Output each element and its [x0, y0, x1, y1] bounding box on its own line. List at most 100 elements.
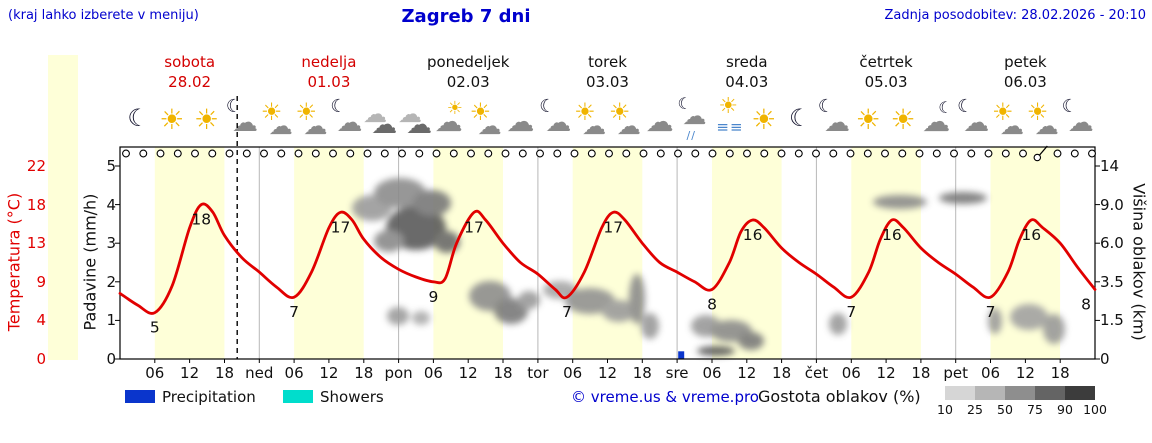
- sun-icon: ☀: [890, 103, 916, 136]
- cloud-icon: ☁: [434, 105, 463, 138]
- temp-tick-13: 13: [26, 234, 46, 253]
- svg-text:18: 18: [191, 211, 211, 229]
- day-name: torek: [588, 53, 627, 71]
- weather-icon-sun-cloud: ☀ ☁: [259, 94, 295, 146]
- day-name: nedelja: [301, 53, 357, 71]
- showers-swatch: [283, 390, 313, 403]
- cloud-tick-6.0: 6.0: [1100, 234, 1124, 253]
- temp-tick-18: 18: [26, 195, 46, 214]
- svg-text:06: 06: [285, 364, 304, 382]
- sun-icon: ☀: [574, 98, 596, 126]
- precip-tick-1: 1: [106, 311, 116, 330]
- sun-icon: ☀: [469, 98, 492, 126]
- weather-icon-moon-cloud: ☾ ☁: [224, 94, 260, 146]
- weather-icon-moon: ☾: [781, 94, 817, 146]
- weather-icon-cloud-moon: ☾ ☁: [920, 94, 956, 146]
- moon-icon: ☾: [127, 104, 149, 132]
- svg-text:16: 16: [1021, 226, 1041, 244]
- moon-icon: ☾: [817, 96, 834, 117]
- sun-icon: ☀: [608, 98, 631, 126]
- day-name: ponedeljek: [426, 53, 510, 71]
- cloud-icon: ☁: [999, 112, 1024, 140]
- cloud-icon: ☁: [616, 112, 641, 140]
- weather-icon-sun-cloud: ☀ ☁: [294, 94, 330, 146]
- precip-tick-5: 5: [106, 157, 116, 175]
- cloud-density-legend-label: Gostota oblakov (%): [758, 387, 921, 406]
- cloud-icon: ☁: [477, 112, 502, 140]
- sun-icon: ☀: [855, 103, 881, 136]
- showers-legend-label: Showers: [320, 388, 384, 406]
- sun-icon: ☀: [194, 103, 220, 136]
- svg-text:06: 06: [981, 364, 1000, 382]
- svg-text:pet: pet: [943, 364, 968, 382]
- cloud-icon: ☁: [405, 110, 432, 140]
- weather-icon-clouds: ☁ ☁: [398, 94, 434, 146]
- cloud-tick-1.5: 1.5: [1100, 311, 1124, 330]
- day-name: sreda: [725, 53, 768, 71]
- svg-text:16: 16: [743, 226, 763, 244]
- cloud-icon: ☁: [682, 102, 707, 130]
- svg-text:7: 7: [986, 303, 996, 321]
- svg-text:06: 06: [842, 364, 861, 382]
- density-swatch-2: [1005, 386, 1035, 400]
- weather-icon-sun-cloud: ☀ ☁: [990, 94, 1026, 146]
- svg-text:17: 17: [603, 218, 623, 236]
- cloud-icon: ☁: [363, 100, 388, 128]
- svg-text:12: 12: [1016, 364, 1035, 382]
- svg-text:7: 7: [289, 303, 299, 321]
- moon-icon: ☾: [789, 104, 811, 132]
- cloud-icon: ☁: [303, 112, 328, 140]
- svg-text:12: 12: [319, 364, 338, 382]
- weather-icon-moon-cloud: ☾ ☁: [328, 94, 364, 146]
- weather-icon-cloud: ☁: [502, 94, 538, 146]
- density-swatch-1: [975, 386, 1005, 400]
- weather-icon-moon-cloud: ☾ ☁: [816, 94, 852, 146]
- svg-text:12: 12: [459, 364, 478, 382]
- svg-text:12: 12: [180, 364, 199, 382]
- cloud-icon: ☁: [371, 110, 398, 140]
- svg-text:ned: ned: [245, 364, 273, 382]
- moon-icon: ☾: [938, 98, 953, 117]
- svg-text:pon: pon: [384, 364, 412, 382]
- svg-text:18: 18: [772, 364, 791, 382]
- moon-icon: ☾: [677, 94, 692, 113]
- day-date: 06.03: [1003, 73, 1047, 91]
- day-header-torek: torek 03.03: [538, 52, 677, 92]
- temp-tick-0: 0: [36, 350, 46, 368]
- day-date: 02.03: [446, 73, 490, 91]
- cloud-density-scale: [945, 386, 1095, 400]
- moon-icon: ☾: [957, 96, 974, 117]
- svg-text:18: 18: [354, 364, 373, 382]
- weather-icon-fog-sun: ☀ ≡≡: [711, 94, 747, 146]
- svg-text:sre: sre: [666, 364, 689, 382]
- density-swatch-0: [945, 386, 975, 400]
- cloud-icon: ☁: [397, 100, 422, 128]
- svg-text:čet: čet: [805, 364, 828, 382]
- moon-icon: ☾: [330, 96, 347, 117]
- weather-icon-sun-cloud: ☀ ☁: [572, 94, 608, 146]
- svg-text:18: 18: [493, 364, 512, 382]
- precip-tick-3: 3: [106, 234, 116, 253]
- cloud-icon: ☁: [506, 105, 535, 138]
- cloud-tick-14: 14: [1100, 157, 1120, 175]
- svg-text:17: 17: [331, 218, 351, 236]
- weather-icon-sun: ☀: [189, 94, 225, 146]
- moon-icon: ☾: [225, 96, 243, 117]
- cloud-icon: ☁: [645, 105, 674, 138]
- weather-icon-sun-cloud: ☀ ☁: [607, 94, 643, 146]
- weather-icon-moon: ☾: [119, 94, 155, 146]
- cloud-tick-3.5: 3.5: [1100, 272, 1124, 291]
- cloud-icon: ☁: [545, 108, 572, 138]
- day-header-četrtek: četrtek 05.03: [816, 52, 955, 92]
- svg-text:9: 9: [428, 288, 438, 306]
- density-tick-90: 90: [1057, 402, 1073, 417]
- svg-text:12: 12: [598, 364, 617, 382]
- sun-icon: ☀: [446, 98, 463, 119]
- day-date: 05.03: [864, 73, 908, 91]
- svg-text:18: 18: [1051, 364, 1070, 382]
- credit-link[interactable]: © vreme.us & vreme.pro: [571, 388, 759, 406]
- day-date: 04.03: [725, 73, 769, 91]
- precipitation-swatch: [125, 390, 155, 403]
- precip-tick-2: 2: [106, 272, 116, 291]
